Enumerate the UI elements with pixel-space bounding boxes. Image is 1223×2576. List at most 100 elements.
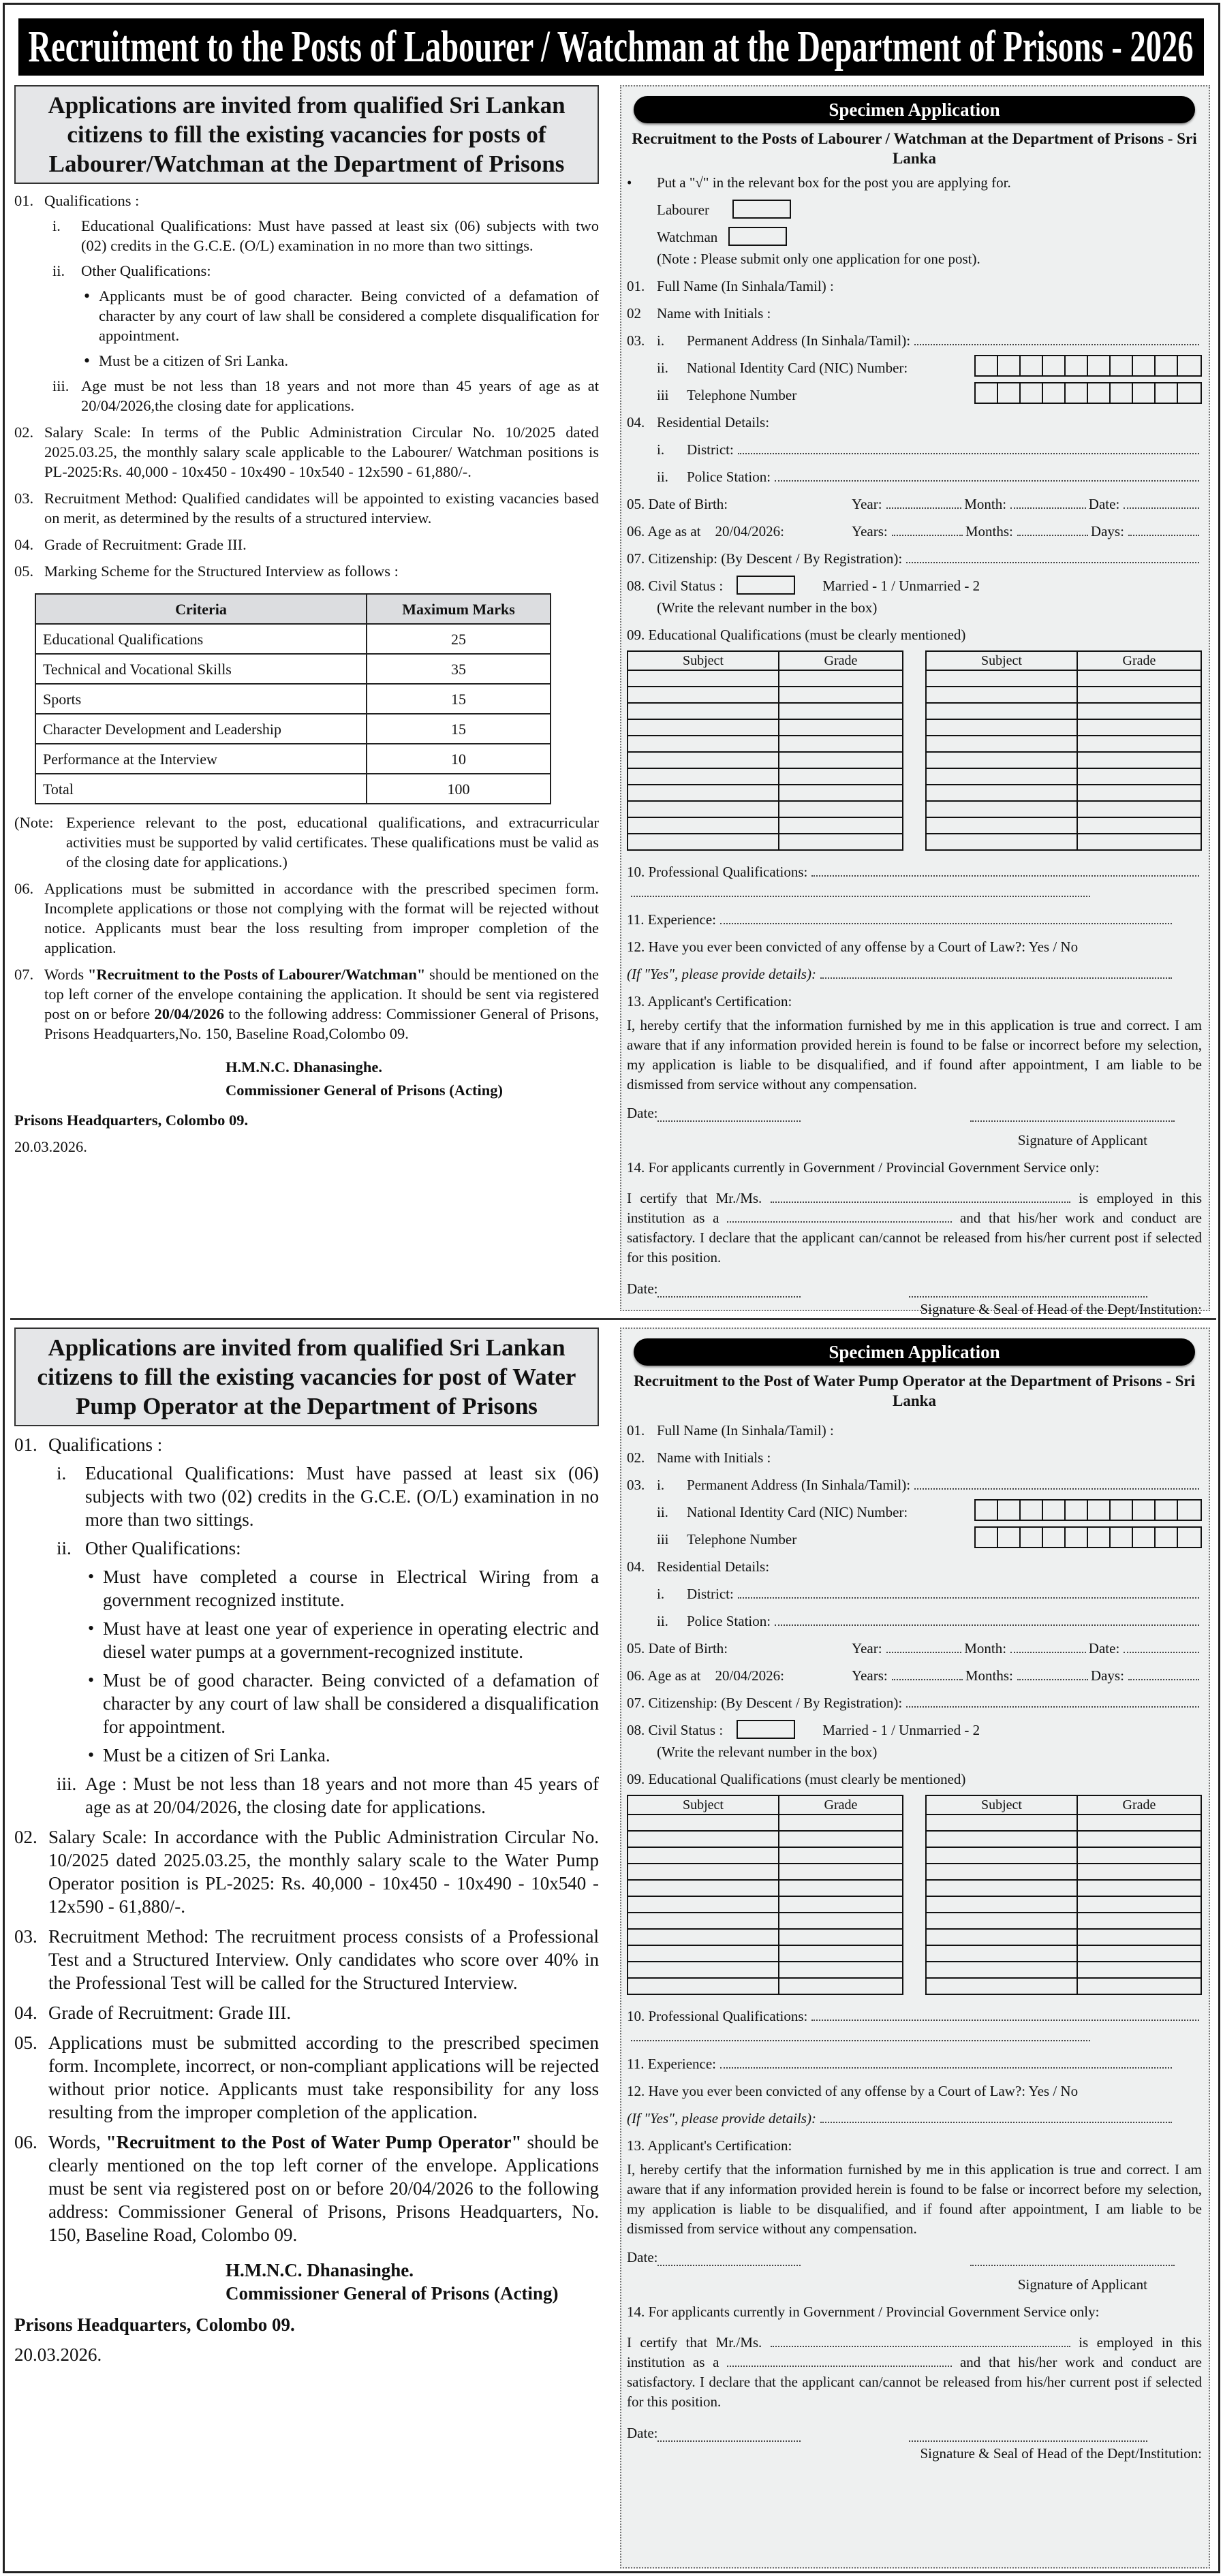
applicant-signature-field[interactable] — [970, 2265, 1175, 2266]
table-row[interactable] — [925, 1928, 1203, 1946]
table-row[interactable] — [925, 1830, 1203, 1848]
date-field[interactable] — [657, 2265, 801, 2266]
employee-name-field[interactable] — [770, 2346, 1070, 2347]
table-row[interactable] — [925, 1863, 1203, 1881]
fill-in-dots[interactable] — [1128, 1679, 1200, 1680]
table-row[interactable] — [627, 800, 904, 818]
telephone-number-boxes[interactable] — [974, 382, 1202, 404]
head-signature-field[interactable] — [909, 2440, 1147, 2442]
designation-field[interactable] — [727, 2366, 953, 2367]
table-row[interactable] — [627, 719, 904, 736]
table-row[interactable] — [925, 1977, 1203, 1995]
fill-in-dots[interactable] — [1010, 1652, 1086, 1653]
fill-in-dots[interactable] — [1124, 507, 1199, 509]
fill-in-dots[interactable] — [775, 480, 1199, 482]
date-field[interactable] — [657, 2440, 801, 2442]
fill-in-dots[interactable] — [891, 1679, 963, 1680]
fill-in-dots[interactable] — [820, 977, 1172, 979]
table-row[interactable] — [925, 800, 1203, 818]
table-row[interactable] — [925, 702, 1203, 720]
table-row[interactable] — [925, 670, 1203, 687]
table-row[interactable] — [925, 735, 1203, 753]
fill-in-dots[interactable] — [1124, 1652, 1199, 1653]
table-row[interactable] — [627, 1863, 904, 1881]
applicant-signature-field[interactable] — [970, 1120, 1175, 1122]
fill-in-dots[interactable] — [906, 1706, 1199, 1708]
education-table[interactable]: Subject Grade — [627, 650, 904, 851]
table-row[interactable] — [627, 1945, 904, 1962]
fill-in-dots[interactable] — [720, 2067, 1172, 2069]
table-row[interactable] — [925, 833, 1203, 851]
table-row[interactable] — [627, 751, 904, 769]
table-row[interactable] — [925, 1896, 1203, 1913]
post-option-checkbox[interactable] — [732, 200, 791, 219]
education-table[interactable]: Subject Grade — [925, 650, 1203, 851]
head-signature-field[interactable] — [909, 1296, 1147, 1298]
item-text-part: "Recruitment to the Post of Water Pump O… — [106, 2132, 522, 2152]
table-row[interactable] — [925, 1945, 1203, 1962]
nic-number-boxes[interactable] — [974, 1499, 1202, 1521]
date-label: Date: — [627, 1105, 658, 1121]
table-row[interactable] — [925, 768, 1203, 785]
fill-in-dots[interactable] — [737, 453, 1199, 454]
date-field[interactable] — [657, 1296, 801, 1298]
fill-in-dots[interactable] — [886, 507, 962, 509]
fill-in-dots[interactable] — [914, 344, 1199, 345]
table-row[interactable] — [627, 686, 904, 704]
fill-in-dots[interactable] — [720, 923, 1172, 924]
table-row[interactable] — [627, 735, 904, 753]
fill-in-dots[interactable] — [1128, 535, 1200, 536]
telephone-number-boxes[interactable] — [974, 1526, 1202, 1548]
fill-in-dots[interactable] — [811, 875, 1199, 877]
fill-in-dots[interactable] — [1010, 507, 1086, 509]
fill-in-dots[interactable] — [631, 2040, 1090, 2041]
table-row[interactable] — [925, 1961, 1203, 1979]
table-row[interactable] — [627, 833, 904, 851]
table-row[interactable] — [925, 1912, 1203, 1930]
table-header: Subject — [627, 650, 779, 671]
table-row[interactable] — [925, 719, 1203, 736]
table-row[interactable] — [925, 1879, 1203, 1897]
fill-in-dots[interactable] — [820, 2122, 1172, 2123]
employee-name-field[interactable] — [770, 1201, 1070, 1203]
table-row[interactable] — [925, 1847, 1203, 1864]
table-row[interactable] — [627, 784, 904, 802]
table-row[interactable] — [925, 1814, 1203, 1832]
table-row[interactable] — [925, 751, 1203, 769]
fill-in-dots[interactable] — [631, 896, 1090, 897]
fill-in-dots[interactable] — [737, 1597, 1199, 1599]
table-row[interactable] — [627, 1814, 904, 1832]
table-row[interactable] — [627, 1928, 904, 1946]
nic-number-boxes[interactable] — [974, 355, 1202, 377]
fill-in-dots[interactable] — [811, 2020, 1199, 2021]
table-row[interactable] — [627, 1847, 904, 1864]
civil-status-box[interactable] — [737, 1720, 796, 1739]
signature-of-head-label: Signature & Seal of Head of the Dept/Ins… — [920, 2445, 1203, 2462]
table-row[interactable] — [627, 1977, 904, 1995]
table-row[interactable] — [627, 1896, 904, 1913]
fill-in-dots[interactable] — [891, 535, 963, 536]
table-row[interactable] — [925, 817, 1203, 834]
table-row[interactable] — [627, 768, 904, 785]
education-table[interactable]: Subject Grade — [627, 1795, 904, 1995]
education-table[interactable]: Subject Grade — [925, 1795, 1203, 1995]
table-row[interactable] — [627, 1961, 904, 1979]
table-row[interactable] — [627, 817, 904, 834]
post-option-checkbox[interactable] — [728, 227, 788, 246]
fill-in-dots[interactable] — [1017, 1679, 1088, 1680]
table-row[interactable] — [627, 670, 904, 687]
table-row[interactable] — [627, 1912, 904, 1930]
civil-status-box[interactable] — [737, 576, 796, 595]
table-row[interactable] — [627, 1879, 904, 1897]
designation-field[interactable] — [727, 1221, 953, 1223]
table-row[interactable] — [925, 784, 1203, 802]
fill-in-dots[interactable] — [775, 1624, 1199, 1626]
fill-in-dots[interactable] — [1017, 535, 1088, 536]
table-row[interactable] — [925, 686, 1203, 704]
table-row[interactable] — [627, 702, 904, 720]
fill-in-dots[interactable] — [914, 1488, 1199, 1490]
date-field[interactable] — [657, 1120, 801, 1122]
fill-in-dots[interactable] — [886, 1652, 962, 1653]
table-row[interactable] — [627, 1830, 904, 1848]
fill-in-dots[interactable] — [906, 562, 1199, 563]
